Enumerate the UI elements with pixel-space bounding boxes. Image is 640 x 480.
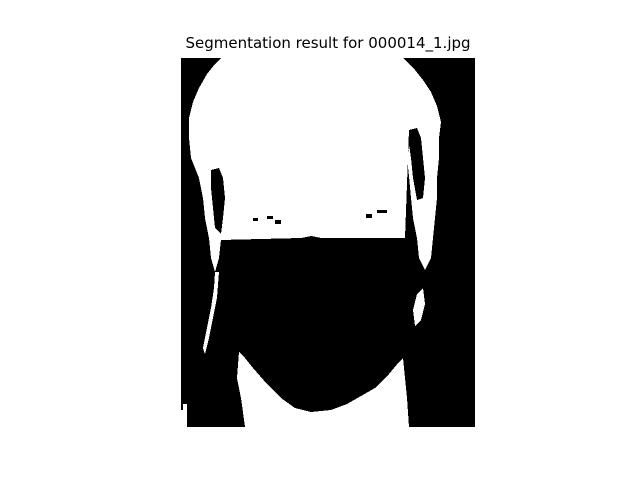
mask-left-strand bbox=[203, 272, 219, 354]
mask-corner-bit bbox=[183, 404, 187, 410]
mask-speck bbox=[253, 218, 258, 221]
segmentation-mask-image bbox=[181, 58, 475, 427]
mask-right-patch bbox=[413, 288, 425, 326]
mask-upper-region bbox=[189, 58, 441, 272]
mask-corner-bit bbox=[181, 410, 187, 427]
mask-speck bbox=[275, 220, 281, 224]
mask-left-ear-hole bbox=[211, 168, 225, 234]
mask-lower-region bbox=[237, 352, 409, 427]
mask-speck bbox=[267, 216, 273, 219]
figure-title: Segmentation result for 000014_1.jpg bbox=[185, 34, 471, 52]
mask-right-ear-hole bbox=[409, 128, 425, 200]
mask-speck bbox=[377, 210, 387, 213]
mask-speck bbox=[366, 214, 372, 218]
